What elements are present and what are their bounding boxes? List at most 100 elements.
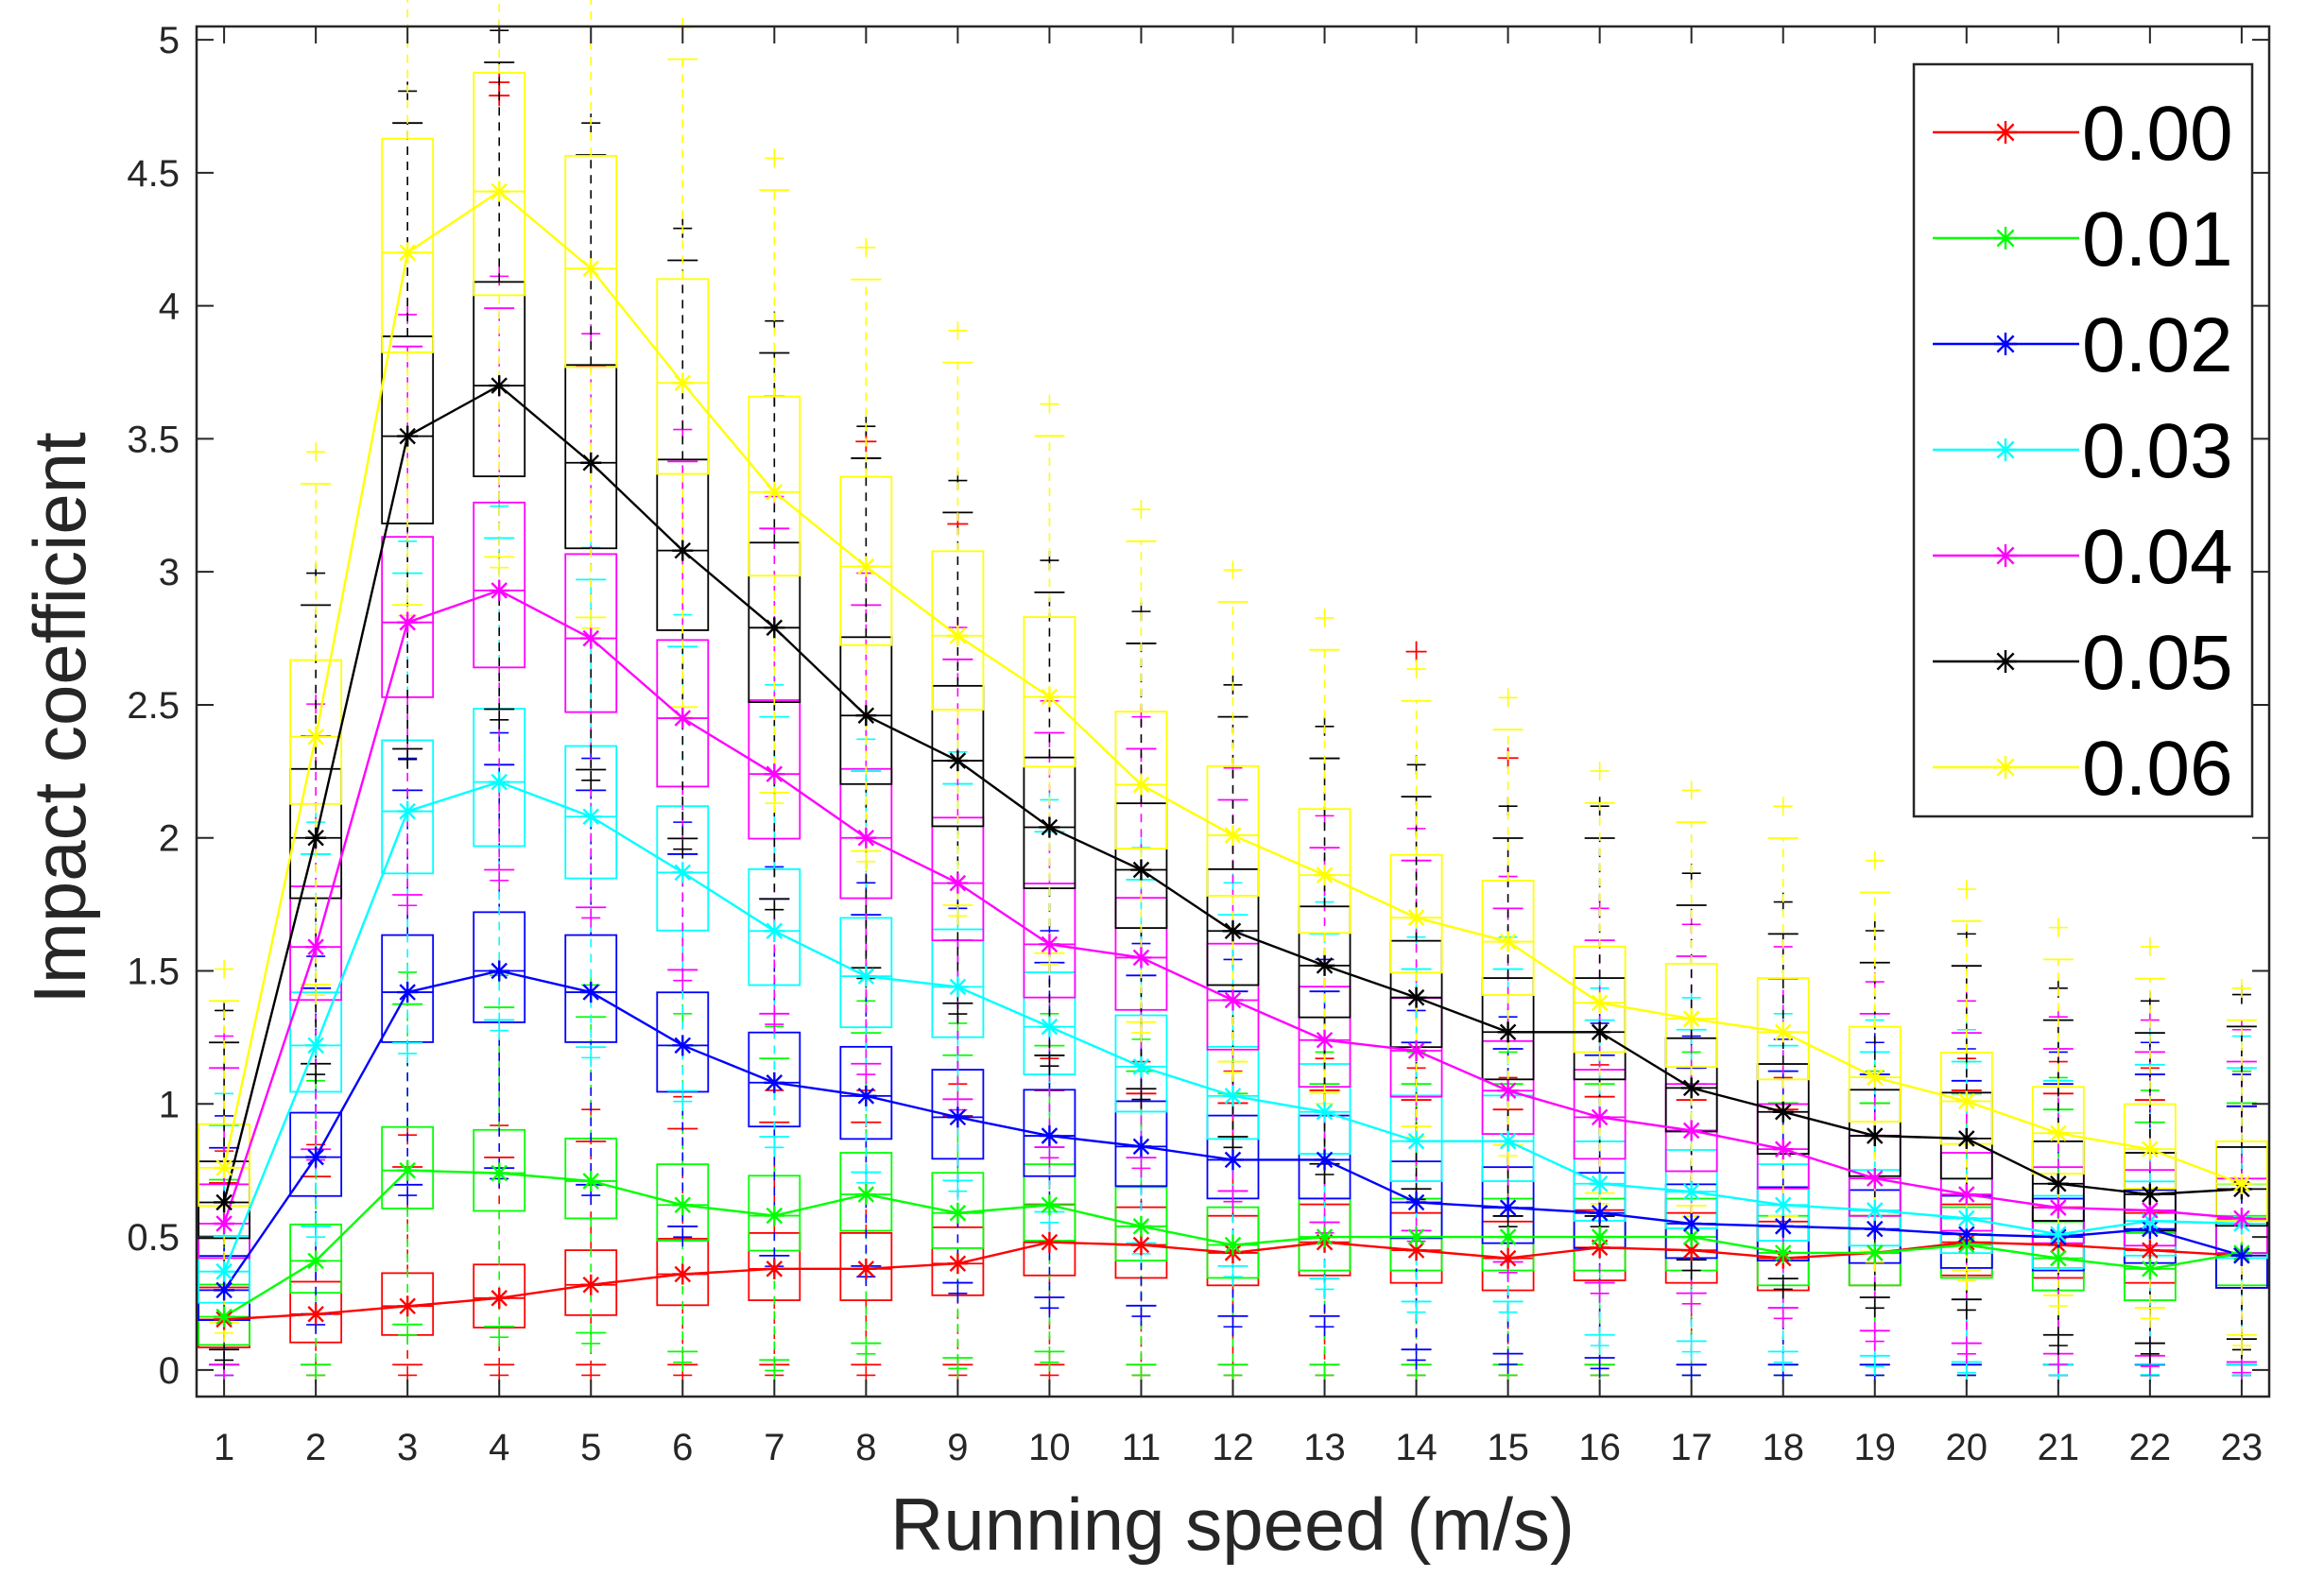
outlier-marker	[1223, 1062, 1243, 1082]
outlier-marker	[765, 1138, 784, 1158]
box	[656, 278, 710, 475]
data-point	[2047, 1197, 2069, 1219]
data-point	[1864, 1218, 1885, 1240]
data-point	[2047, 1123, 2069, 1144]
data-point	[580, 627, 602, 649]
box	[381, 137, 435, 353]
data-point	[1405, 1039, 1427, 1061]
data-point	[764, 617, 785, 639]
data-point	[1405, 1240, 1427, 1261]
data-point	[1955, 1208, 1977, 1229]
data-point	[1405, 907, 1427, 929]
data-point	[397, 611, 419, 633]
box	[473, 72, 526, 297]
outlier-marker	[1773, 1279, 1793, 1299]
legend-swatch-marker	[1994, 650, 2017, 673]
data-point	[764, 1205, 785, 1226]
outlier-marker	[1040, 394, 1059, 414]
data-point	[1864, 1199, 1885, 1221]
outlier-marker	[581, 1333, 601, 1353]
outlier-marker	[1040, 1212, 1059, 1232]
data-point	[489, 960, 510, 982]
data-point	[1680, 1226, 1702, 1248]
data-point	[764, 1072, 785, 1093]
data-point	[2139, 1199, 2160, 1221]
y-tick-label: 0.5	[127, 1217, 180, 1259]
x-tick-label: 23	[2221, 1427, 2264, 1468]
data-point	[764, 920, 785, 942]
data-point	[1680, 1240, 1702, 1261]
x-tick-label: 15	[1487, 1427, 1529, 1468]
data-point	[1772, 1215, 1794, 1237]
outlier-marker	[1223, 1267, 1243, 1287]
outlier-marker	[1406, 659, 1426, 678]
data-point	[489, 375, 510, 397]
series-markers-0.06	[214, 180, 2252, 1194]
data-point	[214, 1306, 235, 1328]
data-point	[947, 750, 969, 772]
data-point	[1497, 1247, 1519, 1269]
data-point	[1680, 1212, 1702, 1234]
data-point	[1405, 1130, 1427, 1152]
x-tick-labels: 1 2 3 4 5 6 7 8 9 10 11 12 13 14 15 16 17 18 19 20 21 22 23	[214, 1427, 2263, 1468]
x-tick-label: 10	[1028, 1427, 1071, 1468]
x-tick-label: 21	[2038, 1427, 2080, 1468]
outlier-marker	[1681, 1294, 1701, 1313]
box	[473, 501, 526, 669]
data-point	[397, 982, 419, 1003]
legend-item-0.06: 0.06	[1933, 726, 2233, 812]
box	[1206, 764, 1260, 897]
data-point	[2139, 1210, 2160, 1232]
outlier-marker	[948, 1359, 968, 1379]
data-point	[2047, 1224, 2069, 1245]
data-point	[305, 726, 327, 747]
data-point	[1222, 1149, 1244, 1171]
data-point	[1589, 1226, 1610, 1248]
legend-item-0.05: 0.05	[1933, 620, 2233, 706]
y-tick-label: 2	[159, 818, 180, 860]
data-point	[1222, 824, 1244, 846]
data-point	[305, 827, 327, 849]
outlier-marker	[1131, 500, 1151, 520]
outlier-marker	[306, 986, 326, 1005]
outlier-marker	[1681, 780, 1701, 800]
data-point	[1772, 1021, 1794, 1043]
axis-ticks-layer	[197, 26, 2269, 1397]
outlier-marker	[2140, 1309, 2160, 1329]
outlier-marker	[1131, 1307, 1151, 1327]
outlier-marker	[490, 710, 509, 729]
outlier-marker	[306, 1065, 326, 1085]
data-point	[305, 1146, 327, 1168]
box	[1389, 853, 1443, 974]
outlier-marker	[1223, 560, 1243, 580]
outlier-marker	[948, 1004, 968, 1024]
outlier-marker	[1040, 954, 1059, 974]
outlier-marker	[1773, 1352, 1793, 1372]
x-tick-label: 22	[2129, 1427, 2172, 1468]
data-point	[672, 540, 694, 561]
y-tick-label: 1	[159, 1084, 180, 1125]
outlier-marker	[1406, 1302, 1426, 1322]
box	[1114, 711, 1168, 849]
data-point	[947, 625, 969, 646]
outlier-marker	[1040, 1056, 1059, 1076]
outlier-marker	[1956, 880, 1976, 900]
series-markers-0.03	[214, 771, 2252, 1282]
data-point	[489, 180, 510, 202]
data-point	[1864, 1067, 1885, 1089]
data-point	[1039, 1231, 1060, 1253]
data-point	[1222, 920, 1244, 942]
data-point	[1405, 1192, 1427, 1213]
data-point	[1130, 1215, 1152, 1237]
x-tick-label: 9	[947, 1427, 968, 1468]
outlier-marker	[948, 1283, 968, 1303]
data-point	[580, 982, 602, 1003]
outlier-marker	[1131, 1089, 1151, 1109]
legend-swatch-marker	[1994, 227, 2017, 249]
outlier-marker	[1406, 1350, 1426, 1370]
outlier-marker	[673, 839, 693, 859]
data-point	[1680, 1077, 1702, 1099]
x-tick-label: 8	[855, 1427, 876, 1468]
data-point	[1497, 1080, 1519, 1102]
data-point	[397, 1295, 419, 1317]
